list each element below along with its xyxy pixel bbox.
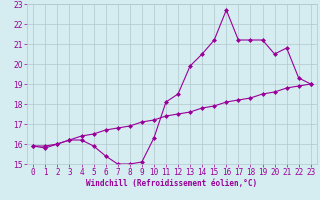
X-axis label: Windchill (Refroidissement éolien,°C): Windchill (Refroidissement éolien,°C) [86,179,258,188]
